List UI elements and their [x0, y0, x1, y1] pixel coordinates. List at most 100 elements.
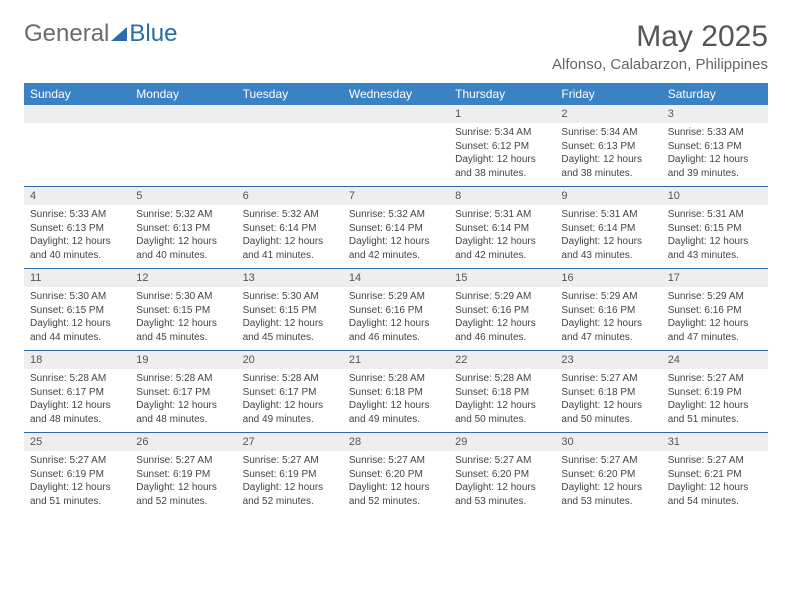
sunrise-text: Sunrise: 5:31 AM — [455, 208, 549, 222]
day-number: 31 — [662, 433, 768, 451]
daylight-text: Daylight: 12 hours and 47 minutes. — [668, 317, 762, 344]
day-number: 3 — [662, 105, 768, 123]
sunset-text: Sunset: 6:16 PM — [668, 304, 762, 318]
weekday-header: Thursday — [449, 83, 555, 105]
brand-part1: General — [24, 20, 109, 48]
day-details: Sunrise: 5:29 AMSunset: 6:16 PMDaylight:… — [555, 287, 661, 350]
calendar-day: 4Sunrise: 5:33 AMSunset: 6:13 PMDaylight… — [24, 186, 130, 268]
daylight-text: Daylight: 12 hours and 44 minutes. — [30, 317, 124, 344]
weekday-header-row: Sunday Monday Tuesday Wednesday Thursday… — [24, 83, 768, 105]
sunrise-text: Sunrise: 5:27 AM — [243, 454, 337, 468]
day-details: Sunrise: 5:27 AMSunset: 6:18 PMDaylight:… — [555, 369, 661, 432]
weekday-header: Saturday — [662, 83, 768, 105]
day-details: Sunrise: 5:31 AMSunset: 6:14 PMDaylight:… — [555, 205, 661, 268]
weekday-header: Wednesday — [343, 83, 449, 105]
day-details: Sunrise: 5:27 AMSunset: 6:20 PMDaylight:… — [555, 451, 661, 514]
calendar-day: 10Sunrise: 5:31 AMSunset: 6:15 PMDayligh… — [662, 186, 768, 268]
calendar-day — [24, 105, 130, 186]
daylight-text: Daylight: 12 hours and 40 minutes. — [136, 235, 230, 262]
day-details: Sunrise: 5:34 AMSunset: 6:12 PMDaylight:… — [449, 123, 555, 186]
day-details: Sunrise: 5:27 AMSunset: 6:19 PMDaylight:… — [662, 369, 768, 432]
sunset-text: Sunset: 6:21 PM — [668, 468, 762, 482]
day-details: Sunrise: 5:32 AMSunset: 6:14 PMDaylight:… — [237, 205, 343, 268]
day-number: 23 — [555, 351, 661, 369]
sunrise-text: Sunrise: 5:28 AM — [243, 372, 337, 386]
sunrise-text: Sunrise: 5:30 AM — [30, 290, 124, 304]
calendar-day: 3Sunrise: 5:33 AMSunset: 6:13 PMDaylight… — [662, 105, 768, 186]
sunset-text: Sunset: 6:16 PM — [349, 304, 443, 318]
sunrise-text: Sunrise: 5:28 AM — [349, 372, 443, 386]
calendar-body: 1Sunrise: 5:34 AMSunset: 6:12 PMDaylight… — [24, 105, 768, 514]
day-details: Sunrise: 5:31 AMSunset: 6:14 PMDaylight:… — [449, 205, 555, 268]
day-details — [343, 123, 449, 183]
day-number: 12 — [130, 269, 236, 287]
brand-part2: Blue — [129, 20, 177, 48]
day-number: 19 — [130, 351, 236, 369]
calendar-day: 7Sunrise: 5:32 AMSunset: 6:14 PMDaylight… — [343, 186, 449, 268]
calendar-day: 30Sunrise: 5:27 AMSunset: 6:20 PMDayligh… — [555, 432, 661, 514]
day-number: 9 — [555, 187, 661, 205]
day-number: 10 — [662, 187, 768, 205]
daylight-text: Daylight: 12 hours and 41 minutes. — [243, 235, 337, 262]
calendar-week: 11Sunrise: 5:30 AMSunset: 6:15 PMDayligh… — [24, 268, 768, 350]
day-number — [130, 105, 236, 123]
sunset-text: Sunset: 6:20 PM — [455, 468, 549, 482]
sunrise-text: Sunrise: 5:27 AM — [455, 454, 549, 468]
sunset-text: Sunset: 6:14 PM — [455, 222, 549, 236]
page-header: General Blue May 2025 Alfonso, Calabarzo… — [24, 20, 768, 73]
month-title: May 2025 — [552, 20, 768, 54]
day-details: Sunrise: 5:29 AMSunset: 6:16 PMDaylight:… — [449, 287, 555, 350]
sunrise-text: Sunrise: 5:29 AM — [668, 290, 762, 304]
day-number: 14 — [343, 269, 449, 287]
sunset-text: Sunset: 6:19 PM — [243, 468, 337, 482]
calendar-day: 2Sunrise: 5:34 AMSunset: 6:13 PMDaylight… — [555, 105, 661, 186]
day-details: Sunrise: 5:31 AMSunset: 6:15 PMDaylight:… — [662, 205, 768, 268]
day-number: 2 — [555, 105, 661, 123]
sunrise-text: Sunrise: 5:29 AM — [349, 290, 443, 304]
calendar-day — [343, 105, 449, 186]
daylight-text: Daylight: 12 hours and 43 minutes. — [561, 235, 655, 262]
daylight-text: Daylight: 12 hours and 48 minutes. — [30, 399, 124, 426]
calendar-day: 8Sunrise: 5:31 AMSunset: 6:14 PMDaylight… — [449, 186, 555, 268]
day-details — [130, 123, 236, 183]
sunset-text: Sunset: 6:19 PM — [668, 386, 762, 400]
weekday-header: Tuesday — [237, 83, 343, 105]
sunrise-text: Sunrise: 5:34 AM — [561, 126, 655, 140]
sunrise-text: Sunrise: 5:32 AM — [243, 208, 337, 222]
day-details: Sunrise: 5:32 AMSunset: 6:14 PMDaylight:… — [343, 205, 449, 268]
sunrise-text: Sunrise: 5:28 AM — [455, 372, 549, 386]
calendar-day: 21Sunrise: 5:28 AMSunset: 6:18 PMDayligh… — [343, 350, 449, 432]
sunrise-text: Sunrise: 5:28 AM — [136, 372, 230, 386]
day-number: 11 — [24, 269, 130, 287]
calendar-day: 19Sunrise: 5:28 AMSunset: 6:17 PMDayligh… — [130, 350, 236, 432]
sunrise-text: Sunrise: 5:28 AM — [30, 372, 124, 386]
sunset-text: Sunset: 6:17 PM — [30, 386, 124, 400]
sunrise-text: Sunrise: 5:27 AM — [668, 372, 762, 386]
calendar-day: 1Sunrise: 5:34 AMSunset: 6:12 PMDaylight… — [449, 105, 555, 186]
sunrise-text: Sunrise: 5:30 AM — [136, 290, 230, 304]
calendar-day: 29Sunrise: 5:27 AMSunset: 6:20 PMDayligh… — [449, 432, 555, 514]
daylight-text: Daylight: 12 hours and 38 minutes. — [561, 153, 655, 180]
sunset-text: Sunset: 6:16 PM — [561, 304, 655, 318]
daylight-text: Daylight: 12 hours and 42 minutes. — [455, 235, 549, 262]
daylight-text: Daylight: 12 hours and 39 minutes. — [668, 153, 762, 180]
day-details: Sunrise: 5:30 AMSunset: 6:15 PMDaylight:… — [24, 287, 130, 350]
daylight-text: Daylight: 12 hours and 49 minutes. — [349, 399, 443, 426]
sunrise-text: Sunrise: 5:31 AM — [668, 208, 762, 222]
day-number — [24, 105, 130, 123]
daylight-text: Daylight: 12 hours and 46 minutes. — [349, 317, 443, 344]
calendar-day — [237, 105, 343, 186]
day-details: Sunrise: 5:33 AMSunset: 6:13 PMDaylight:… — [24, 205, 130, 268]
sunset-text: Sunset: 6:15 PM — [30, 304, 124, 318]
calendar-day: 5Sunrise: 5:32 AMSunset: 6:13 PMDaylight… — [130, 186, 236, 268]
sunset-text: Sunset: 6:17 PM — [243, 386, 337, 400]
day-number: 20 — [237, 351, 343, 369]
sunrise-text: Sunrise: 5:30 AM — [243, 290, 337, 304]
day-number: 21 — [343, 351, 449, 369]
sunrise-text: Sunrise: 5:32 AM — [136, 208, 230, 222]
day-details: Sunrise: 5:34 AMSunset: 6:13 PMDaylight:… — [555, 123, 661, 186]
daylight-text: Daylight: 12 hours and 43 minutes. — [668, 235, 762, 262]
daylight-text: Daylight: 12 hours and 52 minutes. — [243, 481, 337, 508]
day-number: 1 — [449, 105, 555, 123]
day-details: Sunrise: 5:28 AMSunset: 6:18 PMDaylight:… — [449, 369, 555, 432]
